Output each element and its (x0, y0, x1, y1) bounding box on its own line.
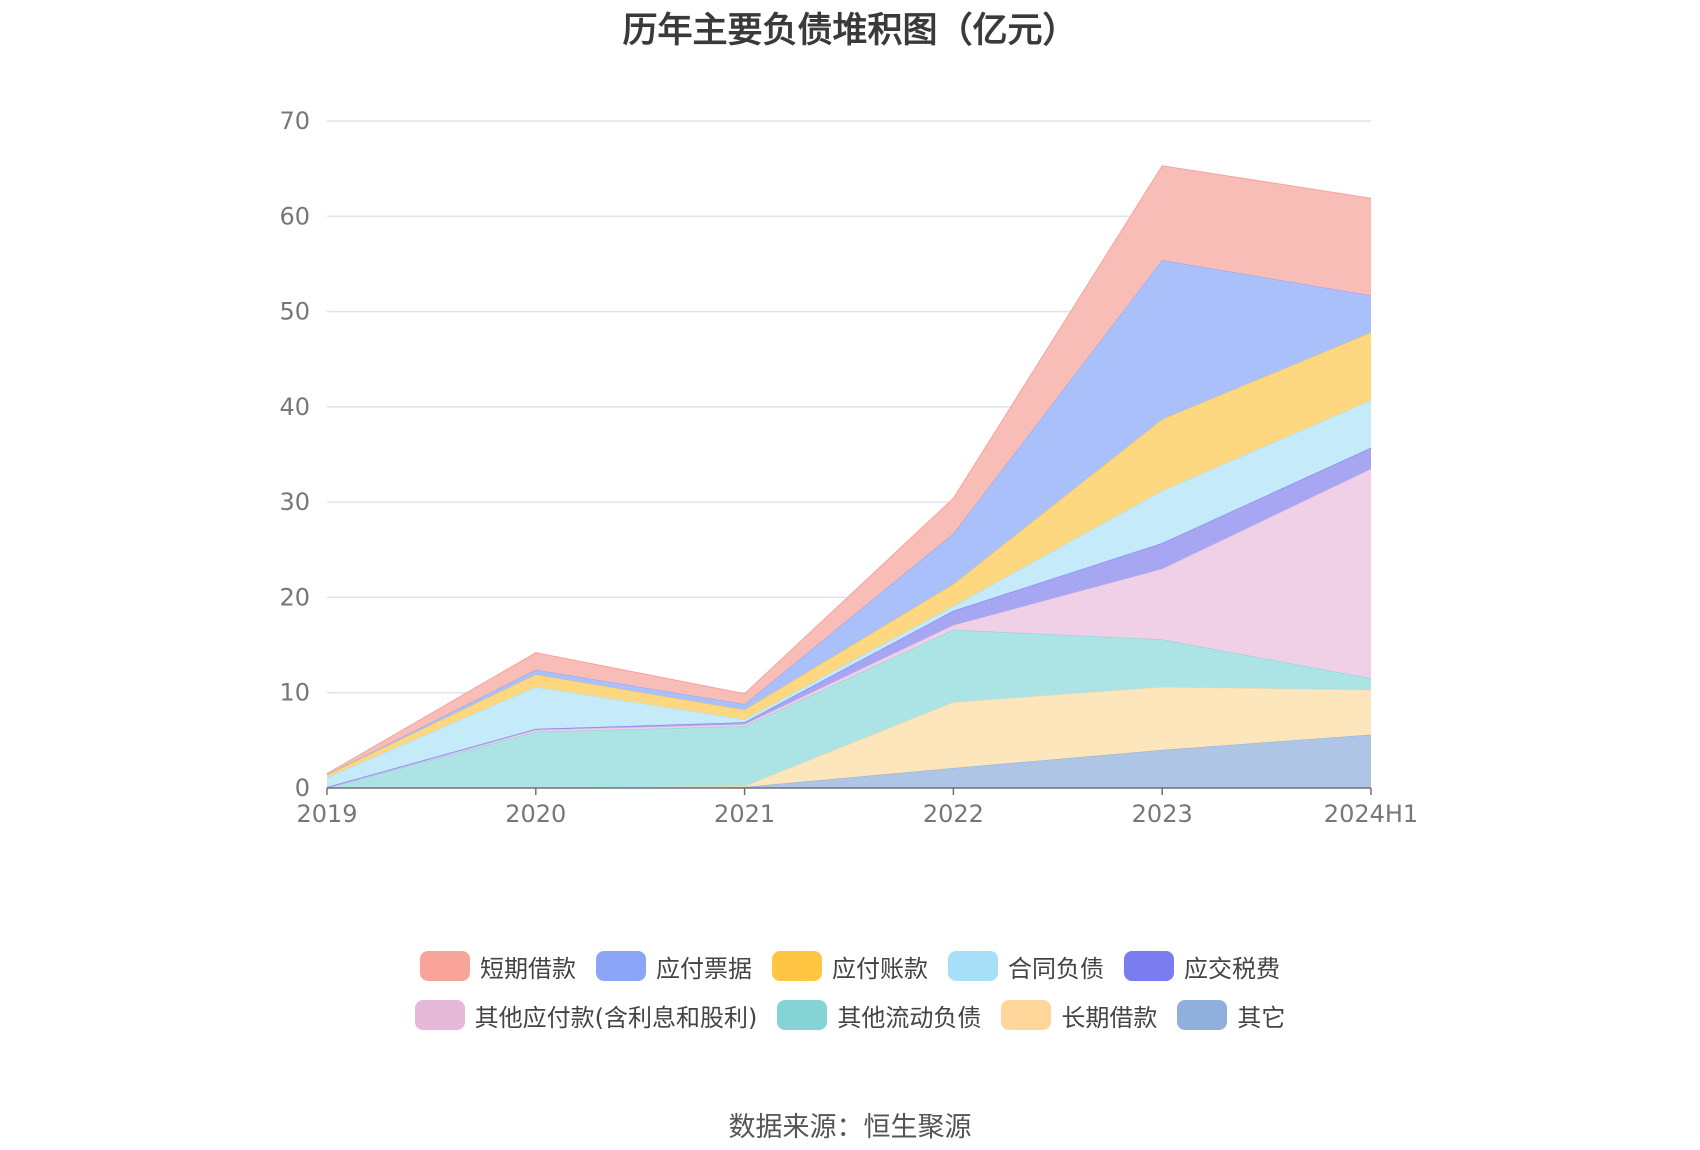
area-series-3 (327, 629, 1371, 788)
legend: 短期借款 应付票据 应付账款 合同负债 应交税费其他应付款(含利息和股利) 其他流动负债 长… (0, 950, 1700, 1048)
legend-label: 短期借款 (480, 954, 576, 983)
legend-swatch (777, 1000, 828, 1030)
legend-item[interactable]: 其他应付款(含利息和股利) (414, 999, 758, 1032)
y-tick-label: 50 (279, 298, 310, 326)
legend-swatch (420, 951, 470, 981)
legend-row: 短期借款 应付票据 应付账款 合同负债 应交税费 (0, 950, 1700, 983)
x-tick-label: 2019 (296, 800, 357, 828)
y-tick-label: 20 (279, 583, 310, 611)
legend-label: 应付账款 (832, 954, 928, 983)
x-tick-label: 2023 (1132, 800, 1193, 828)
legend-label: 其它 (1237, 1003, 1286, 1032)
legend-label: 其他应付款(含利息和股利) (474, 1003, 758, 1032)
legend-item[interactable]: 长期借款 (1001, 999, 1158, 1032)
area-series-1 (327, 734, 1371, 788)
legend-swatch (1001, 1000, 1052, 1030)
y-tick-label: 10 (279, 679, 310, 707)
legend-swatch (1124, 951, 1174, 981)
area-series-2 (327, 687, 1371, 788)
legend-row: 其他应付款(含利息和股利) 其他流动负债 长期借款 其它 (0, 999, 1700, 1032)
y-tick-label: 60 (279, 202, 310, 230)
y-tick-label: 40 (279, 393, 310, 421)
legend-item[interactable]: 应付账款 (772, 950, 928, 983)
data-source: 数据来源：恒生聚源 (728, 1112, 972, 1143)
legend-item[interactable]: 应付票据 (596, 950, 752, 983)
area-series (326, 165, 1372, 789)
legend-swatch (414, 1000, 465, 1030)
legend-label: 应交税费 (1184, 954, 1280, 983)
x-tick-label: 2024H1 (1324, 800, 1418, 828)
area-series-9 (327, 165, 1371, 775)
area-series-6 (327, 400, 1371, 787)
axes: 0 10 20 30 40 50 60 70 2019 2020 2021 2022 2023 2024H… (279, 107, 1418, 828)
legend-item[interactable]: 合同负债 (948, 950, 1104, 983)
legend-swatch (948, 951, 998, 981)
legend-item[interactable]: 其它 (1177, 999, 1286, 1032)
legend-swatch (1177, 1000, 1228, 1030)
legend-label: 应付票据 (656, 954, 752, 983)
stacked-area-chart: 0 10 20 30 40 50 60 70 2019 2020 2021 2022 2023 2024H… (279, 107, 1418, 828)
legend-swatch (596, 951, 646, 981)
legend-item[interactable]: 短期借款 (420, 950, 576, 983)
x-tick-label: 2022 (923, 800, 984, 828)
legend-item[interactable]: 应交税费 (1124, 950, 1280, 983)
series-line-9 (326, 165, 1372, 775)
area-series-8 (327, 260, 1371, 775)
x-tick-label: 2021 (714, 800, 775, 828)
area-series-4 (327, 468, 1371, 788)
x-tick-label: 2020 (505, 800, 566, 828)
chart-title: 历年主要负债堆积图（亿元） (622, 11, 1078, 51)
legend-label: 合同负债 (1008, 954, 1104, 983)
legend-swatch (772, 951, 822, 981)
legend-label: 长期借款 (1061, 1003, 1158, 1032)
y-tick-label: 70 (279, 107, 310, 135)
legend-label: 其他流动负债 (837, 1003, 982, 1032)
y-tick-label: 30 (279, 488, 310, 516)
area-series-7 (327, 332, 1371, 778)
legend-item[interactable]: 其他流动负债 (777, 999, 982, 1032)
y-tick-label: 0 (295, 774, 310, 802)
